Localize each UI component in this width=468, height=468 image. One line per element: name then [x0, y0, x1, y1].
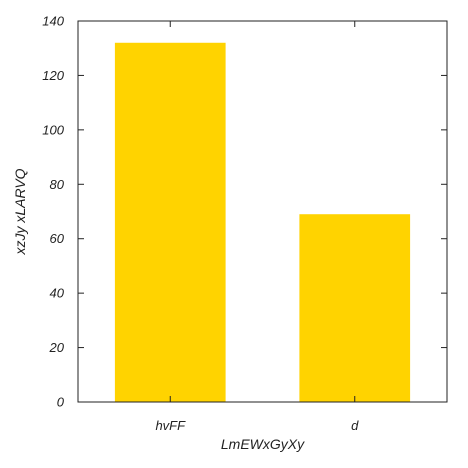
- bar-hvFF: [114, 42, 226, 403]
- y-tick-label: 80: [50, 177, 65, 192]
- y-tick-label: 0: [57, 395, 65, 410]
- y-tick-label: 100: [42, 122, 64, 137]
- y-tick-labels: 0 20 40 60 80 100 120 140: [42, 14, 64, 410]
- y-tick-label: 40: [50, 286, 65, 301]
- y-tick-label: 60: [50, 231, 65, 246]
- plot-frame: [77, 20, 448, 403]
- x-axis-title: LmEWxGyXy: [221, 436, 305, 452]
- y-tick-label: 140: [42, 14, 64, 29]
- bar-d: [299, 214, 411, 402]
- x-tick-label: hvFF: [155, 418, 186, 433]
- y-tick-label: 20: [49, 340, 65, 355]
- bars: [114, 42, 411, 403]
- y-tick-label: 120: [42, 68, 64, 83]
- y-axis-title: xzJy xLARVQ: [12, 168, 28, 255]
- x-tick-label: d: [351, 418, 359, 433]
- x-tick-labels: hvFF d: [155, 418, 359, 433]
